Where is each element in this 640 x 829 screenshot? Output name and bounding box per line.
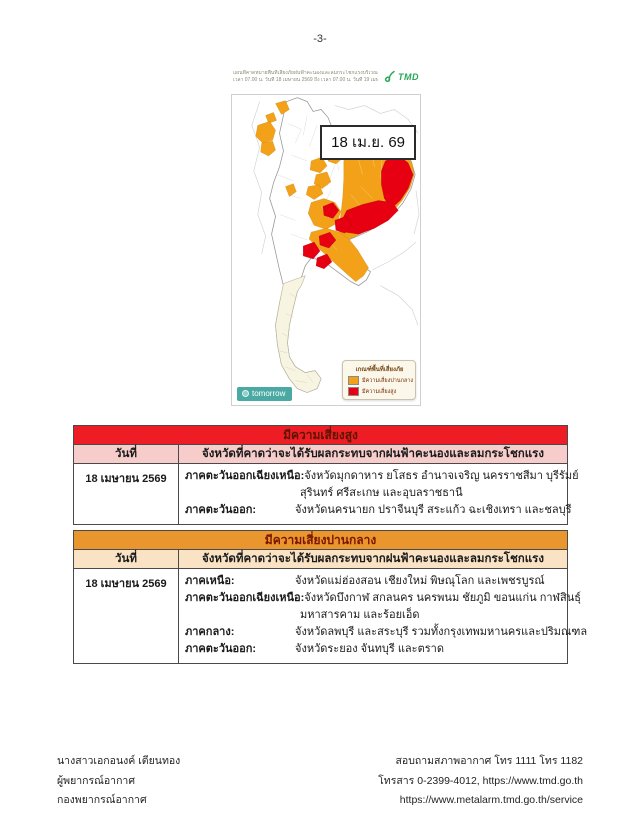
legend-item-high: มีความเสี่ยงสูง bbox=[348, 387, 411, 396]
region-line: ภาคตะวันออก: จังหวัดระยอง จันทบุรี และตรา… bbox=[185, 641, 587, 658]
legend-item-moderate: มีความเสี่ยงปานกลาง bbox=[348, 376, 413, 385]
contact-service-url: https://www.metalarm.tmd.go.th/service bbox=[399, 794, 583, 806]
high-risk-table-title: มีความเสี่ยงสูง bbox=[74, 426, 567, 445]
column-header-provinces: จังหวัดที่คาดว่าจะได้รับผลกระทบจากฝนฟ้าค… bbox=[202, 553, 544, 565]
region-label: ภาคตะวันออก: bbox=[185, 504, 257, 516]
region-provinces: มหาสารคาม และร้อยเอ็ด bbox=[300, 609, 420, 621]
provinces-cell: ภาคเหนือ: จังหวัดแม่ฮ่องสอน เชียงใหม่ พิษ… bbox=[179, 569, 591, 663]
tomorrow-badge-icon bbox=[242, 390, 249, 397]
region-provinces: จังหวัดนครนายก ปราจีนบุรี สระแก้ว ฉะเชิง… bbox=[295, 504, 572, 516]
region-provinces: สุรินทร์ ศรีสะเกษ และอุบลราชธานี bbox=[300, 487, 463, 499]
map-titles: แผนที่คาดหมายพื้นที่เสี่ยงภัยฝนฟ้าคะนองแ… bbox=[233, 70, 378, 84]
region-label: ภาคตะวันออกเฉียงเหนือ: bbox=[185, 592, 305, 604]
tomorrow-badge: tomorrow bbox=[237, 387, 293, 401]
forecaster-name: นางสาวเอกอนงค์ เตียนทอง bbox=[57, 755, 181, 767]
moderate-risk-table: มีความเสี่ยงปานกลาง วันที่ จังหวัดที่คาด… bbox=[73, 530, 587, 664]
neighbor-borders bbox=[251, 101, 420, 326]
region-line: ภาคตะวันออก: จังหวัดนครนายก ปราจีนบุรี สร… bbox=[185, 502, 579, 519]
date-cell: 18 เมษายน 2569 bbox=[74, 464, 179, 524]
south-region-no-risk bbox=[275, 275, 322, 393]
region-label: ภาคตะวันออก: bbox=[185, 643, 257, 655]
contact-phone: สอบถามสภาพอากาศ โทร 1111 โทร 1182 bbox=[395, 755, 584, 767]
region-line: ภาคตะวันออกเฉียงเหนือ:จังหวัดบึงกาฬ สกลน… bbox=[185, 590, 587, 607]
high-risk-swatch bbox=[348, 387, 359, 396]
table-row: 18 เมษายน 2569 ภาคเหนือ: จังหวัดแม่ฮ่องสอ… bbox=[74, 569, 587, 663]
column-header-date: วันที่ bbox=[74, 445, 179, 463]
footer-contact-block: สอบถามสภาพอากาศ โทร 1111 โทร 1182 โทรสาร… bbox=[378, 752, 583, 811]
table-row: 18 เมษายน 2569 ภาคตะวันออกเฉียงเหนือ:จัง… bbox=[74, 464, 579, 524]
map-title-line1: แผนที่คาดหมายพื้นที่เสี่ยงภัยฝนฟ้าคะนองแ… bbox=[233, 70, 378, 76]
region-provinces: จังหวัดระยอง จันทบุรี และตราด bbox=[295, 643, 444, 655]
forecast-map-block: แผนที่คาดหมายพื้นที่เสี่ยงภัยฝนฟ้าคะนองแ… bbox=[231, 70, 421, 406]
region-line: ภาคกลาง: จังหวัดลพบุรี และสระบุรี รวมทั้ง… bbox=[185, 624, 587, 641]
region-provinces: จังหวัดบึงกาฬ สกลนคร นครพนม ชัยภูมิ ขอนแ… bbox=[304, 592, 581, 604]
provinces-cell: ภาคตะวันออกเฉียงเหนือ:จังหวัดมุกดาหาร ยโ… bbox=[179, 464, 583, 524]
region-provinces: จังหวัดมุกดาหาร ยโสธร อำนาจเจริญ นครราชส… bbox=[304, 470, 579, 482]
region-label: ภาคตะวันออกเฉียงเหนือ: bbox=[185, 470, 305, 482]
tmd-logo: TMD bbox=[383, 70, 419, 84]
column-header-date: วันที่ bbox=[74, 550, 179, 568]
region-line: มหาสารคาม และร้อยเอ็ด bbox=[185, 607, 587, 624]
map-frame: 18 เม.ย. 69 เกณฑ์พื้นที่เสี่ยงภัย มีความ… bbox=[231, 94, 421, 406]
forecaster-role: ผู้พยากรณ์อากาศ bbox=[57, 774, 135, 787]
region-provinces: จังหวัดลพบุรี และสระบุรี รวมทั้งกรุงเทพม… bbox=[295, 626, 588, 638]
thailand-risk-map bbox=[251, 97, 420, 393]
date-cell: 18 เมษายน 2569 bbox=[74, 569, 179, 663]
moderate-risk-table-title: มีความเสี่ยงปานกลาง bbox=[74, 531, 567, 550]
region-label: ภาคเหนือ: bbox=[185, 575, 235, 587]
forecaster-division: กองพยากรณ์อากาศ bbox=[57, 794, 147, 806]
contact-fax-website: โทรสาร 0-2399-4012, https://www.tmd.go.t… bbox=[378, 774, 583, 787]
high-risk-table-subheader: วันที่ จังหวัดที่คาดว่าจะได้รับผลกระทบจา… bbox=[74, 445, 567, 464]
map-date-box: 18 เม.ย. 69 bbox=[320, 125, 416, 160]
tmd-logo-icon bbox=[384, 70, 395, 82]
legend-title: เกณฑ์พื้นที่เสี่ยงภัย bbox=[355, 367, 404, 373]
tomorrow-badge-label: tomorrow bbox=[252, 389, 286, 398]
region-label: ภาคกลาง: bbox=[185, 626, 235, 638]
region-line: ภาคตะวันออกเฉียงเหนือ:จังหวัดมุกดาหาร ยโ… bbox=[185, 468, 579, 485]
moderate-risk-table-subheader: วันที่ จังหวัดที่คาดว่าจะได้รับผลกระทบจา… bbox=[74, 550, 567, 569]
page-number: -3- bbox=[313, 33, 327, 45]
column-header-provinces: จังหวัดที่คาดว่าจะได้รับผลกระทบจากฝนฟ้าค… bbox=[202, 448, 544, 460]
high-risk-table: มีความเสี่ยงสูง วันที่ จังหวัดที่คาดว่าจ… bbox=[73, 425, 579, 525]
map-title-line2: เวลา 07.00 น. วันที่ 18 เมษายน 2569 ถึง … bbox=[233, 77, 378, 83]
map-legend: เกณฑ์พื้นที่เสี่ยงภัย มีความเสี่ยงปานกลา… bbox=[342, 360, 416, 400]
footer-forecaster-block: นางสาวเอกอนงค์ เตียนทอง ผู้พยากรณ์อากาศ … bbox=[57, 752, 180, 811]
region-provinces: จังหวัดแม่ฮ่องสอน เชียงใหม่ พิษณุโลก และ… bbox=[295, 575, 545, 587]
tmd-logo-text: TMD bbox=[398, 72, 419, 82]
moderate-risk-swatch bbox=[348, 376, 359, 385]
high-risk-provinces bbox=[303, 154, 414, 269]
region-line: ภาคเหนือ: จังหวัดแม่ฮ่องสอน เชียงใหม่ พิษ… bbox=[185, 573, 587, 590]
region-line: สุรินทร์ ศรีสะเกษ และอุบลราชธานี bbox=[185, 485, 579, 502]
